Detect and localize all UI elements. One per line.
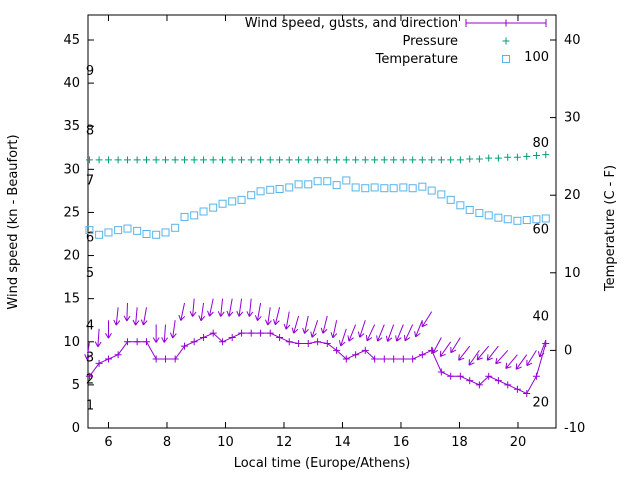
- fahrenheit-label: 20: [532, 395, 549, 410]
- x-tick-label: 20: [510, 435, 527, 450]
- legend-samples: [465, 19, 547, 63]
- x-axis-title: Local time (Europe/Athens): [234, 456, 411, 471]
- x-axis: 6 8 10 12 14 16 18 20: [104, 15, 526, 450]
- legend-label-temperature: Temperature: [375, 52, 458, 67]
- fahrenheit-label: 60: [532, 222, 549, 237]
- y-left-axis-title: Wind speed (kn - Beaufort): [6, 134, 21, 309]
- beaufort-label: 1: [86, 399, 94, 414]
- beaufort-label: 6: [86, 230, 94, 245]
- fahrenheit-scale-labels: 20 40 60 80 100: [524, 50, 549, 410]
- beaufort-label: 4: [86, 318, 94, 333]
- y-left-tick-label: 35: [63, 119, 80, 134]
- y-right-tick-label: 30: [564, 111, 581, 126]
- x-tick-label: 8: [163, 435, 171, 450]
- y-right-tick-label: 40: [564, 33, 581, 48]
- y-left-tick-label: 5: [72, 378, 80, 393]
- y-left-tick-label: 40: [63, 76, 80, 91]
- fahrenheit-label: 40: [532, 309, 549, 324]
- beaufort-label: 3: [86, 350, 94, 365]
- x-tick-label: 16: [393, 435, 410, 450]
- legend: Wind speed, gusts, and direction Pressur…: [245, 16, 547, 67]
- y-left-tick-label: 0: [72, 421, 80, 436]
- y-right-tick-label: 0: [564, 343, 572, 358]
- beaufort-scale-labels: 1 2 3 4 5 6 7 8 9: [86, 64, 94, 414]
- y-left-tick-label: 15: [63, 292, 80, 307]
- beaufort-label: 8: [86, 124, 94, 139]
- plot-frame: [87, 14, 557, 429]
- beaufort-label: 5: [86, 266, 94, 281]
- series-pressure: [85, 151, 550, 164]
- y-right-tick-label: 20: [564, 188, 581, 203]
- fahrenheit-label: 100: [524, 50, 549, 65]
- fahrenheit-label: 80: [532, 136, 549, 151]
- legend-label-wind: Wind speed, gusts, and direction: [245, 16, 458, 31]
- x-tick-label: 10: [217, 435, 234, 450]
- series-temperature: [85, 176, 550, 239]
- x-tick-label: 6: [104, 435, 112, 450]
- y-left-tick-label: 10: [63, 335, 80, 350]
- y-right-tick-label: 10: [564, 266, 581, 281]
- x-tick-label: 18: [451, 435, 468, 450]
- beaufort-label: 7: [86, 174, 94, 189]
- y-right-axis: -10 0 10 20 30 40: [550, 33, 585, 436]
- beaufort-label: 2: [86, 373, 94, 388]
- series-wind: [85, 329, 550, 398]
- x-tick-label: 14: [334, 435, 351, 450]
- y-left-tick-label: 25: [63, 205, 80, 220]
- legend-label-pressure: Pressure: [402, 34, 458, 49]
- y-right-tick-label: -10: [564, 421, 585, 436]
- y-left-tick-label: 30: [63, 162, 80, 177]
- y-left-tick-label: 45: [63, 33, 80, 48]
- x-tick-label: 12: [276, 435, 293, 450]
- beaufort-label: 9: [86, 64, 94, 79]
- series-gust-arrows: [84, 298, 547, 370]
- y-left-tick-label: 20: [63, 249, 80, 264]
- y-right-axis-title: Temperature (C - F): [603, 165, 618, 292]
